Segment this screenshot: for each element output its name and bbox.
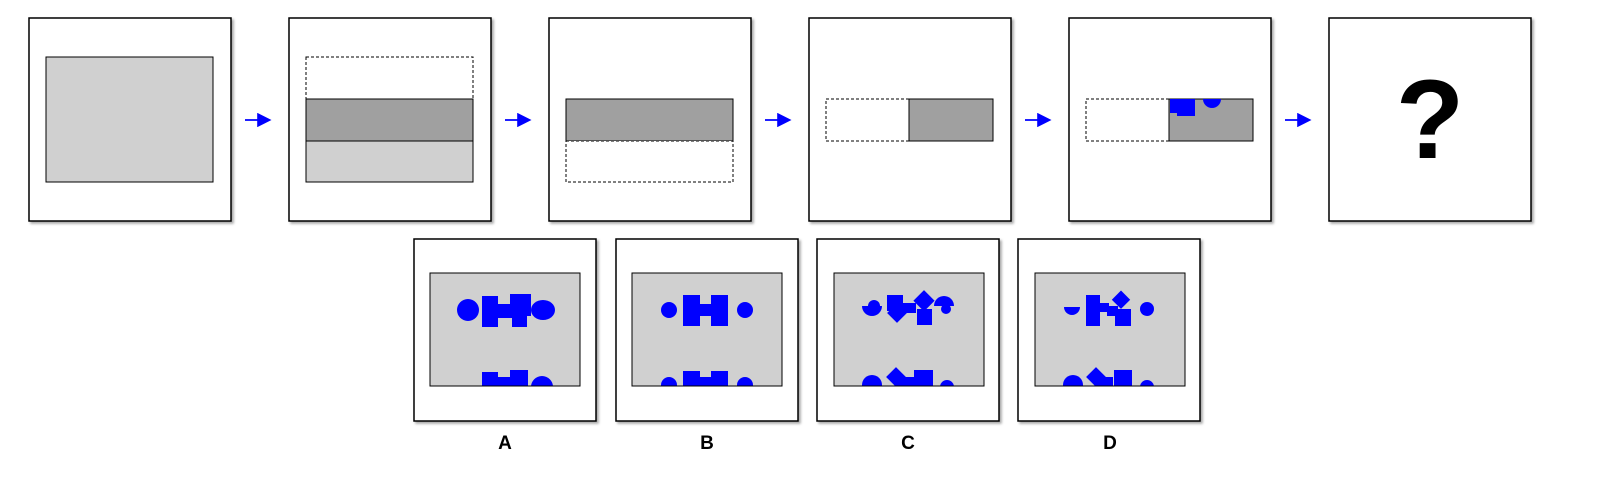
sequence-panel-2	[288, 17, 492, 222]
dark-gray-half	[908, 98, 994, 142]
sequence-panel-1	[28, 17, 232, 222]
blue-rectangle	[683, 295, 700, 326]
blue-rectangle	[896, 377, 914, 386]
blue-circle	[661, 377, 677, 386]
blue-rectangle	[482, 296, 498, 327]
blue-circle	[457, 299, 479, 321]
blue-half-circle	[934, 296, 954, 306]
blue-ellipse	[531, 300, 555, 320]
blue-rectangle	[512, 313, 527, 327]
blue-square	[1170, 99, 1179, 113]
blue-circle	[737, 377, 753, 386]
option-b[interactable]	[615, 238, 799, 422]
blue-circle	[868, 300, 880, 312]
blue-half-circle	[1064, 307, 1080, 315]
blue-rectangle	[1115, 309, 1131, 326]
blue-rectangle	[917, 309, 932, 325]
sequence-panel-4	[808, 17, 1012, 222]
light-gray-rectangle	[632, 273, 782, 386]
blue-rectangle	[496, 377, 512, 386]
blue-circle	[940, 380, 954, 386]
dark-gray-band	[305, 98, 474, 142]
light-gray-rectangle	[45, 56, 214, 183]
blue-circle	[661, 302, 677, 318]
blue-square	[700, 377, 711, 386]
blue-square	[1177, 99, 1195, 116]
blue-rectangle	[482, 372, 498, 386]
sequence-panel-3	[548, 17, 752, 222]
blue-rectangle	[683, 371, 700, 386]
blue-square	[700, 304, 711, 316]
light-gray-rectangle	[834, 273, 984, 386]
option-c-label: C	[901, 433, 915, 454]
option-d-label: D	[1103, 433, 1117, 454]
dashed-outline-top	[305, 56, 474, 100]
blue-rectangle	[902, 303, 916, 313]
dashed-outline-left	[825, 98, 910, 142]
question-mark: ?	[1396, 57, 1464, 182]
option-b-label: B	[700, 433, 714, 454]
blue-diamond	[913, 290, 935, 312]
light-gray-rectangle	[1035, 273, 1185, 386]
blue-rectangle	[1114, 370, 1132, 386]
option-a[interactable]	[413, 238, 597, 422]
blue-circle	[862, 375, 882, 386]
light-gray-band	[305, 140, 474, 183]
dashed-outline-bottom	[565, 140, 734, 183]
dashed-outline-left	[1085, 98, 1170, 142]
sequence-panel-5	[1068, 17, 1272, 222]
blue-rectangle	[510, 370, 528, 386]
option-a-label: A	[498, 433, 512, 454]
option-d[interactable]	[1017, 238, 1201, 422]
blue-square	[1100, 303, 1109, 312]
option-c[interactable]	[816, 238, 1000, 422]
blue-circle	[1140, 302, 1154, 316]
dark-gray-band	[565, 98, 734, 142]
light-gray-rectangle	[430, 273, 580, 386]
blue-circle	[737, 302, 753, 318]
blue-rectangle	[510, 294, 531, 316]
blue-rectangle	[1086, 295, 1100, 326]
blue-rectangle	[1095, 377, 1113, 386]
blue-circle	[1063, 375, 1083, 386]
blue-rectangle	[496, 304, 512, 318]
blue-circle	[941, 304, 951, 314]
blue-rectangle	[711, 295, 728, 326]
blue-rectangle	[1107, 306, 1118, 316]
blue-circle	[531, 376, 553, 386]
question-panel: ?	[1328, 17, 1532, 222]
blue-rectangle	[711, 371, 728, 386]
blue-rectangle	[914, 370, 933, 386]
blue-circle	[1140, 380, 1154, 386]
blue-half-circle	[1203, 99, 1221, 108]
